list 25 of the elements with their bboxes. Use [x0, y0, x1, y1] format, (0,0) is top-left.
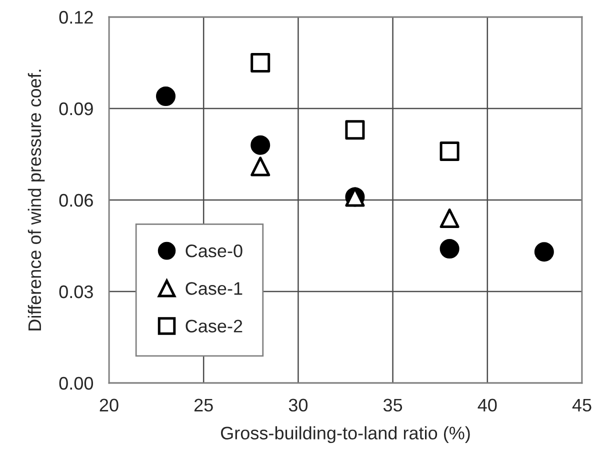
x-tick-label: 25: [194, 398, 213, 412]
x-tick-label: 40: [478, 398, 497, 412]
point: [250, 52, 270, 73]
point: [345, 120, 365, 140]
point: [250, 156, 270, 176]
legend-label: Case-1: [186, 282, 242, 295]
y-tick-label: 0.03: [59, 285, 93, 298]
point: [440, 239, 460, 259]
y-tick-label: 0.12: [59, 10, 93, 24]
point: [534, 242, 554, 262]
x-tick-label: 45: [572, 398, 592, 412]
x-axis-title: Gross-building-to-land ratio (%): [220, 426, 470, 444]
legend-label: Case-0: [186, 244, 242, 258]
x-tick-label: 30: [288, 398, 308, 412]
point: [440, 141, 460, 161]
x-tick-label: 35: [383, 398, 402, 412]
point: [156, 86, 176, 106]
y-tick-label: 0.09: [59, 102, 93, 116]
legend-label: Case-2: [186, 320, 242, 332]
y-axis-title: Difference of wind pressure coef.: [28, 70, 45, 330]
y-tick-label: 0.00: [59, 376, 94, 390]
y-tick-label: 0.06: [59, 194, 93, 207]
point: [440, 208, 460, 228]
x-tick-label: 20: [100, 398, 118, 412]
point: [250, 135, 270, 155]
